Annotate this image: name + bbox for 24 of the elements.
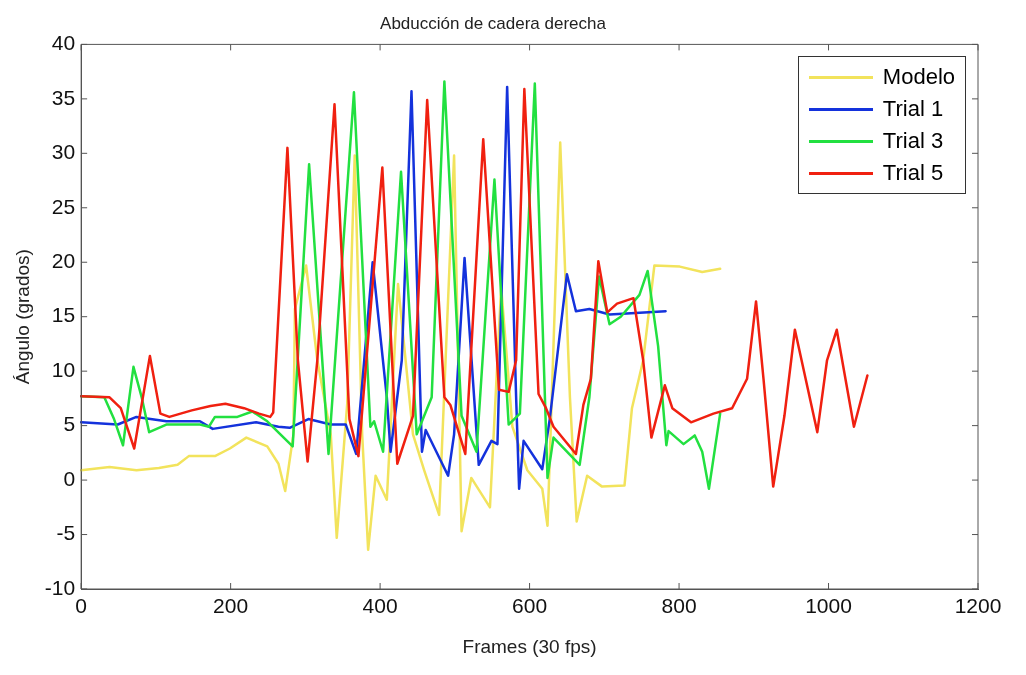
y-tick-label: 10: [51, 357, 76, 381]
legend-label: Trial 1: [882, 96, 944, 123]
chart-title: Abducción de cadera derecha: [380, 13, 607, 33]
x-tick-label: 600: [512, 594, 548, 618]
y-tick-label: 30: [51, 140, 76, 164]
y-tick-label: 35: [51, 85, 76, 109]
x-axis-title: Frames (30 fps): [462, 635, 597, 657]
y-tick-label: 15: [51, 303, 76, 327]
y-tick-label: 5: [63, 412, 76, 436]
x-tick-label: 200: [213, 594, 249, 618]
x-tick-label: 1200: [954, 594, 1002, 618]
y-tick-label: -10: [44, 575, 76, 599]
legend-label: Trial 3: [882, 128, 944, 155]
x-tick-label: 400: [362, 594, 398, 618]
y-axis-title: Ángulo (grados): [11, 249, 33, 385]
y-tick-label: -5: [56, 521, 76, 545]
y-tick-label: 40: [51, 31, 76, 55]
y-tick-label: 25: [51, 194, 76, 218]
y-tick-label: 0: [63, 466, 76, 490]
y-tick-label: 20: [51, 249, 76, 273]
legend-label: Modelo: [882, 64, 955, 91]
x-tick-label: 1000: [805, 594, 852, 618]
x-tick-label: 800: [661, 594, 697, 618]
legend-label: Trial 5: [882, 160, 944, 187]
